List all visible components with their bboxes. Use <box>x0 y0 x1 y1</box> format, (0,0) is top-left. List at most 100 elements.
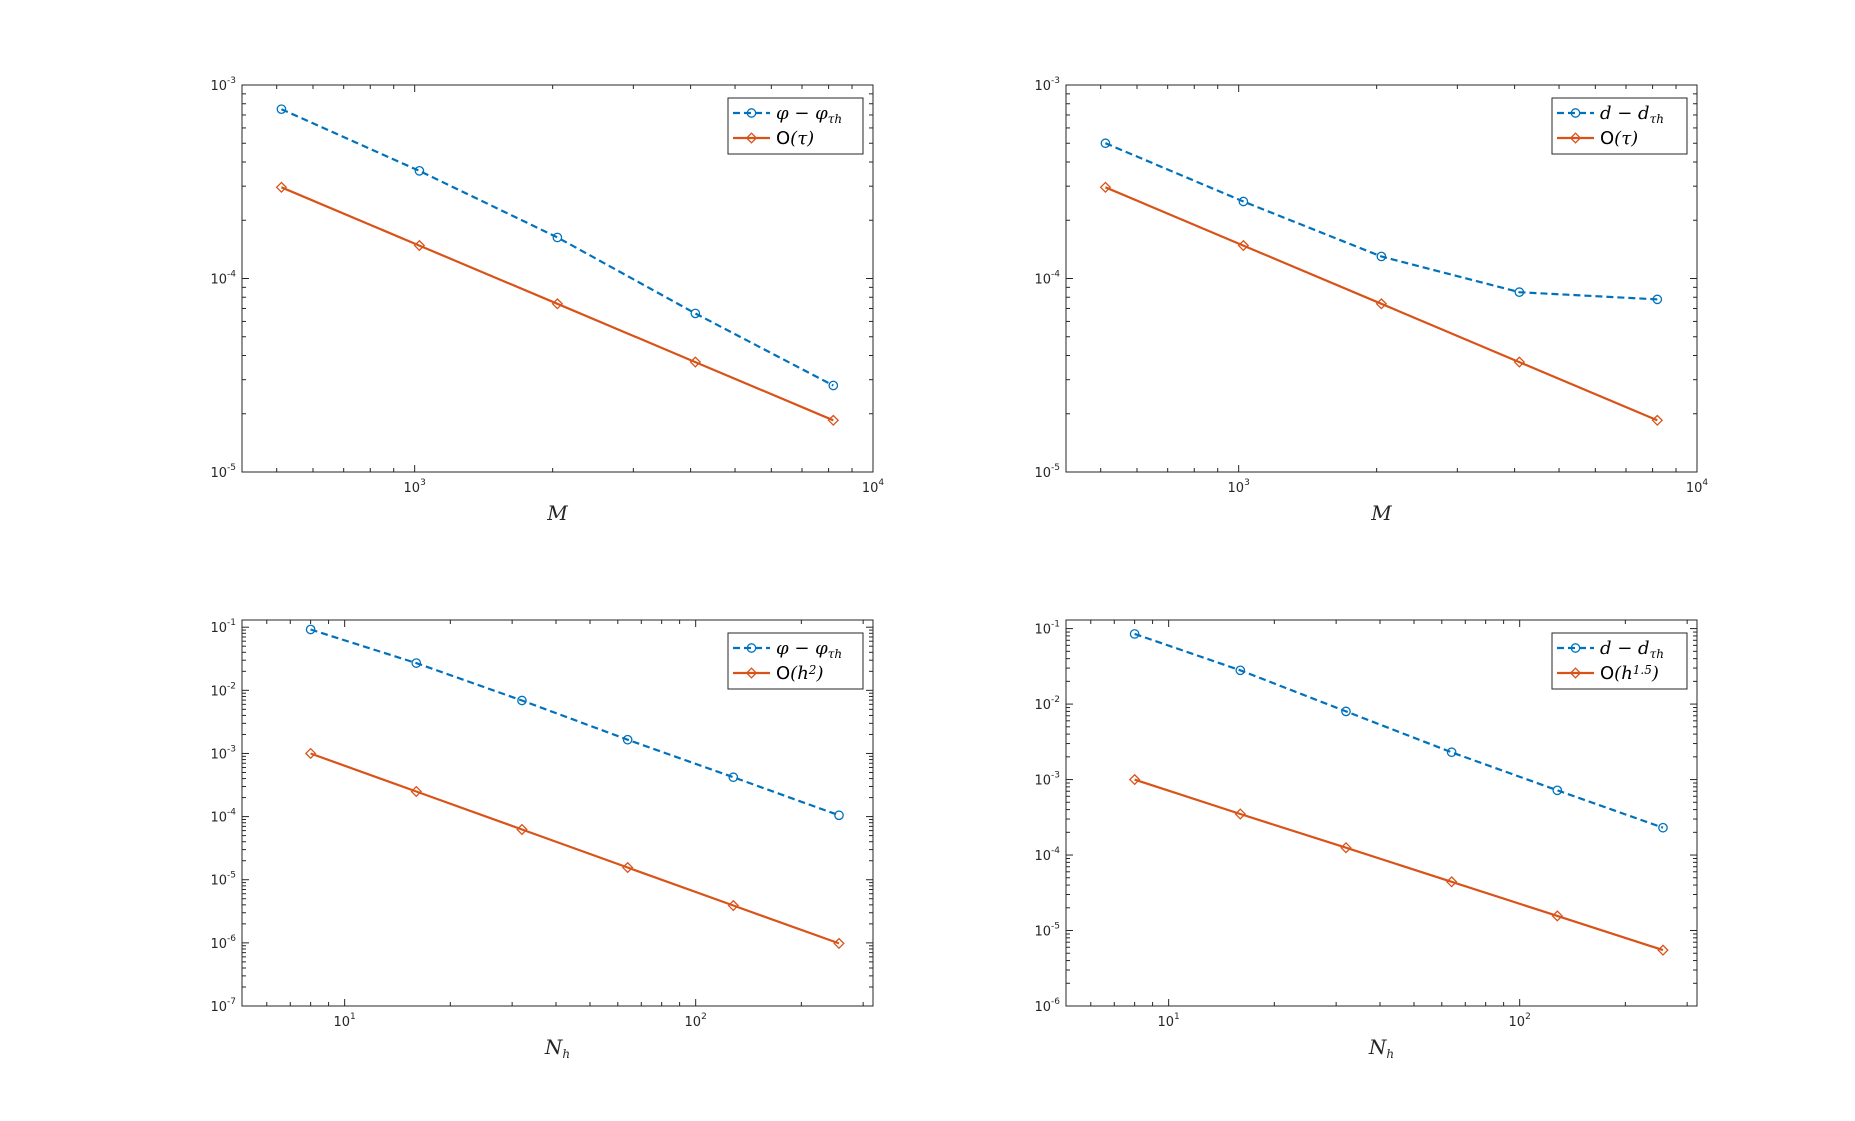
y-tick-label: 10-5 <box>210 463 236 481</box>
subscript: τh <box>1650 647 1664 661</box>
tick-base: 10 <box>210 747 227 762</box>
tick-exponent: -1 <box>1051 620 1060 630</box>
x-tick-label: 102 <box>1509 1012 1531 1030</box>
data-point <box>1234 808 1247 820</box>
series-line-1 <box>1104 142 1658 301</box>
y-tick-label: 10-7 <box>210 997 236 1015</box>
base-text: d − d <box>1600 638 1650 659</box>
base-text: φ − φ <box>776 103 828 124</box>
tick-base: 10 <box>210 79 227 94</box>
base-text: N <box>544 1035 564 1059</box>
series-line-1 <box>310 628 840 817</box>
data-point <box>517 695 527 706</box>
subscript: τh <box>1650 112 1664 126</box>
legend-marker <box>746 643 757 653</box>
legend-box <box>1551 97 1688 155</box>
base-text: φ − φ <box>776 638 828 659</box>
data-point <box>1513 356 1526 368</box>
base-text: M <box>1370 501 1392 525</box>
tick-exponent: -7 <box>227 997 236 1007</box>
data-point <box>690 308 701 319</box>
y-tick-label: 10-1 <box>1034 620 1060 638</box>
tick-exponent: -3 <box>1051 76 1060 86</box>
x-tick-label: 101 <box>334 1012 356 1030</box>
legend-box <box>727 97 864 155</box>
paren: ) <box>815 663 823 684</box>
base-text: (τ) <box>1614 128 1638 149</box>
data-point <box>1100 138 1111 149</box>
y-tick-label: 10-1 <box>210 618 236 636</box>
data-point <box>1341 706 1351 717</box>
data-point <box>1657 944 1669 956</box>
tick-base: 10 <box>1034 849 1051 864</box>
subscript: τh <box>828 112 842 126</box>
tick-exponent: 3 <box>1244 478 1250 488</box>
tick-base: 10 <box>1034 79 1051 94</box>
base-text: (τ) <box>790 128 814 149</box>
tick-base: 10 <box>1034 466 1051 481</box>
data-point <box>1376 251 1387 262</box>
legend-marker <box>1570 108 1581 118</box>
tick-base: 10 <box>1034 698 1051 713</box>
tick-exponent: -4 <box>227 808 236 818</box>
x-axis-label: Nh <box>1368 1035 1394 1061</box>
tick-exponent: 2 <box>701 1012 707 1022</box>
data-point <box>827 414 840 427</box>
tick-exponent: -5 <box>1051 463 1060 473</box>
y-tick-label: 10-3 <box>1034 771 1060 789</box>
tick-base: 10 <box>210 273 227 288</box>
base-text: d − d <box>1600 103 1650 124</box>
data-point <box>1651 414 1664 427</box>
legend-marker <box>746 108 757 118</box>
tick-exponent: 4 <box>878 478 884 488</box>
tick-exponent: 3 <box>420 478 426 488</box>
tick-exponent: -5 <box>227 871 236 881</box>
y-tick-label: 10-5 <box>1034 463 1060 481</box>
base-text: N <box>1368 1035 1388 1059</box>
tick-exponent: -1 <box>227 618 236 628</box>
tick-exponent: 4 <box>1702 478 1708 488</box>
base-text: (h <box>790 663 809 684</box>
tick-base: 10 <box>210 621 227 636</box>
legend-label-1: d − dτh <box>1600 103 1664 126</box>
tick-base: 10 <box>1034 774 1051 789</box>
data-point <box>689 356 702 368</box>
data-point <box>411 658 422 668</box>
legend-box <box>1551 632 1688 690</box>
legend: φ − φτh O(τ) <box>727 97 864 155</box>
data-point <box>1128 773 1141 786</box>
superscript: 1.5 <box>1633 663 1652 677</box>
x-tick-label: 102 <box>685 1012 707 1030</box>
legend-label-2: O(τ) <box>1600 128 1638 149</box>
tick-base: 10 <box>210 466 227 481</box>
paren: ) <box>1651 663 1659 684</box>
tick-base: 10 <box>210 684 227 699</box>
data-point <box>276 104 287 115</box>
subscript: h <box>1386 1047 1394 1061</box>
tick-base: 10 <box>1034 623 1051 638</box>
tick-base: 10 <box>862 481 879 496</box>
tick-base: 10 <box>210 874 227 889</box>
legend-label-1: d − dτh <box>1600 638 1664 661</box>
tick-base: 10 <box>1034 273 1051 288</box>
y-tick-label: 10-6 <box>1034 997 1060 1015</box>
data-point <box>828 380 839 391</box>
x-axis-label: M <box>546 501 568 525</box>
legend-marker <box>1570 643 1581 653</box>
legend-label-2: O(h1.5) <box>1600 663 1659 684</box>
data-point <box>833 937 845 950</box>
tick-exponent: 1 <box>1174 1012 1180 1022</box>
tick-base: 10 <box>210 937 227 952</box>
series-line-1 <box>280 108 834 387</box>
big-o: O <box>776 128 790 149</box>
y-tick-label: 10-6 <box>210 934 236 952</box>
x-axis-label: M <box>1370 501 1392 525</box>
x-tick-label: 101 <box>1158 1012 1180 1030</box>
y-tick-label: 10-5 <box>1034 922 1060 940</box>
